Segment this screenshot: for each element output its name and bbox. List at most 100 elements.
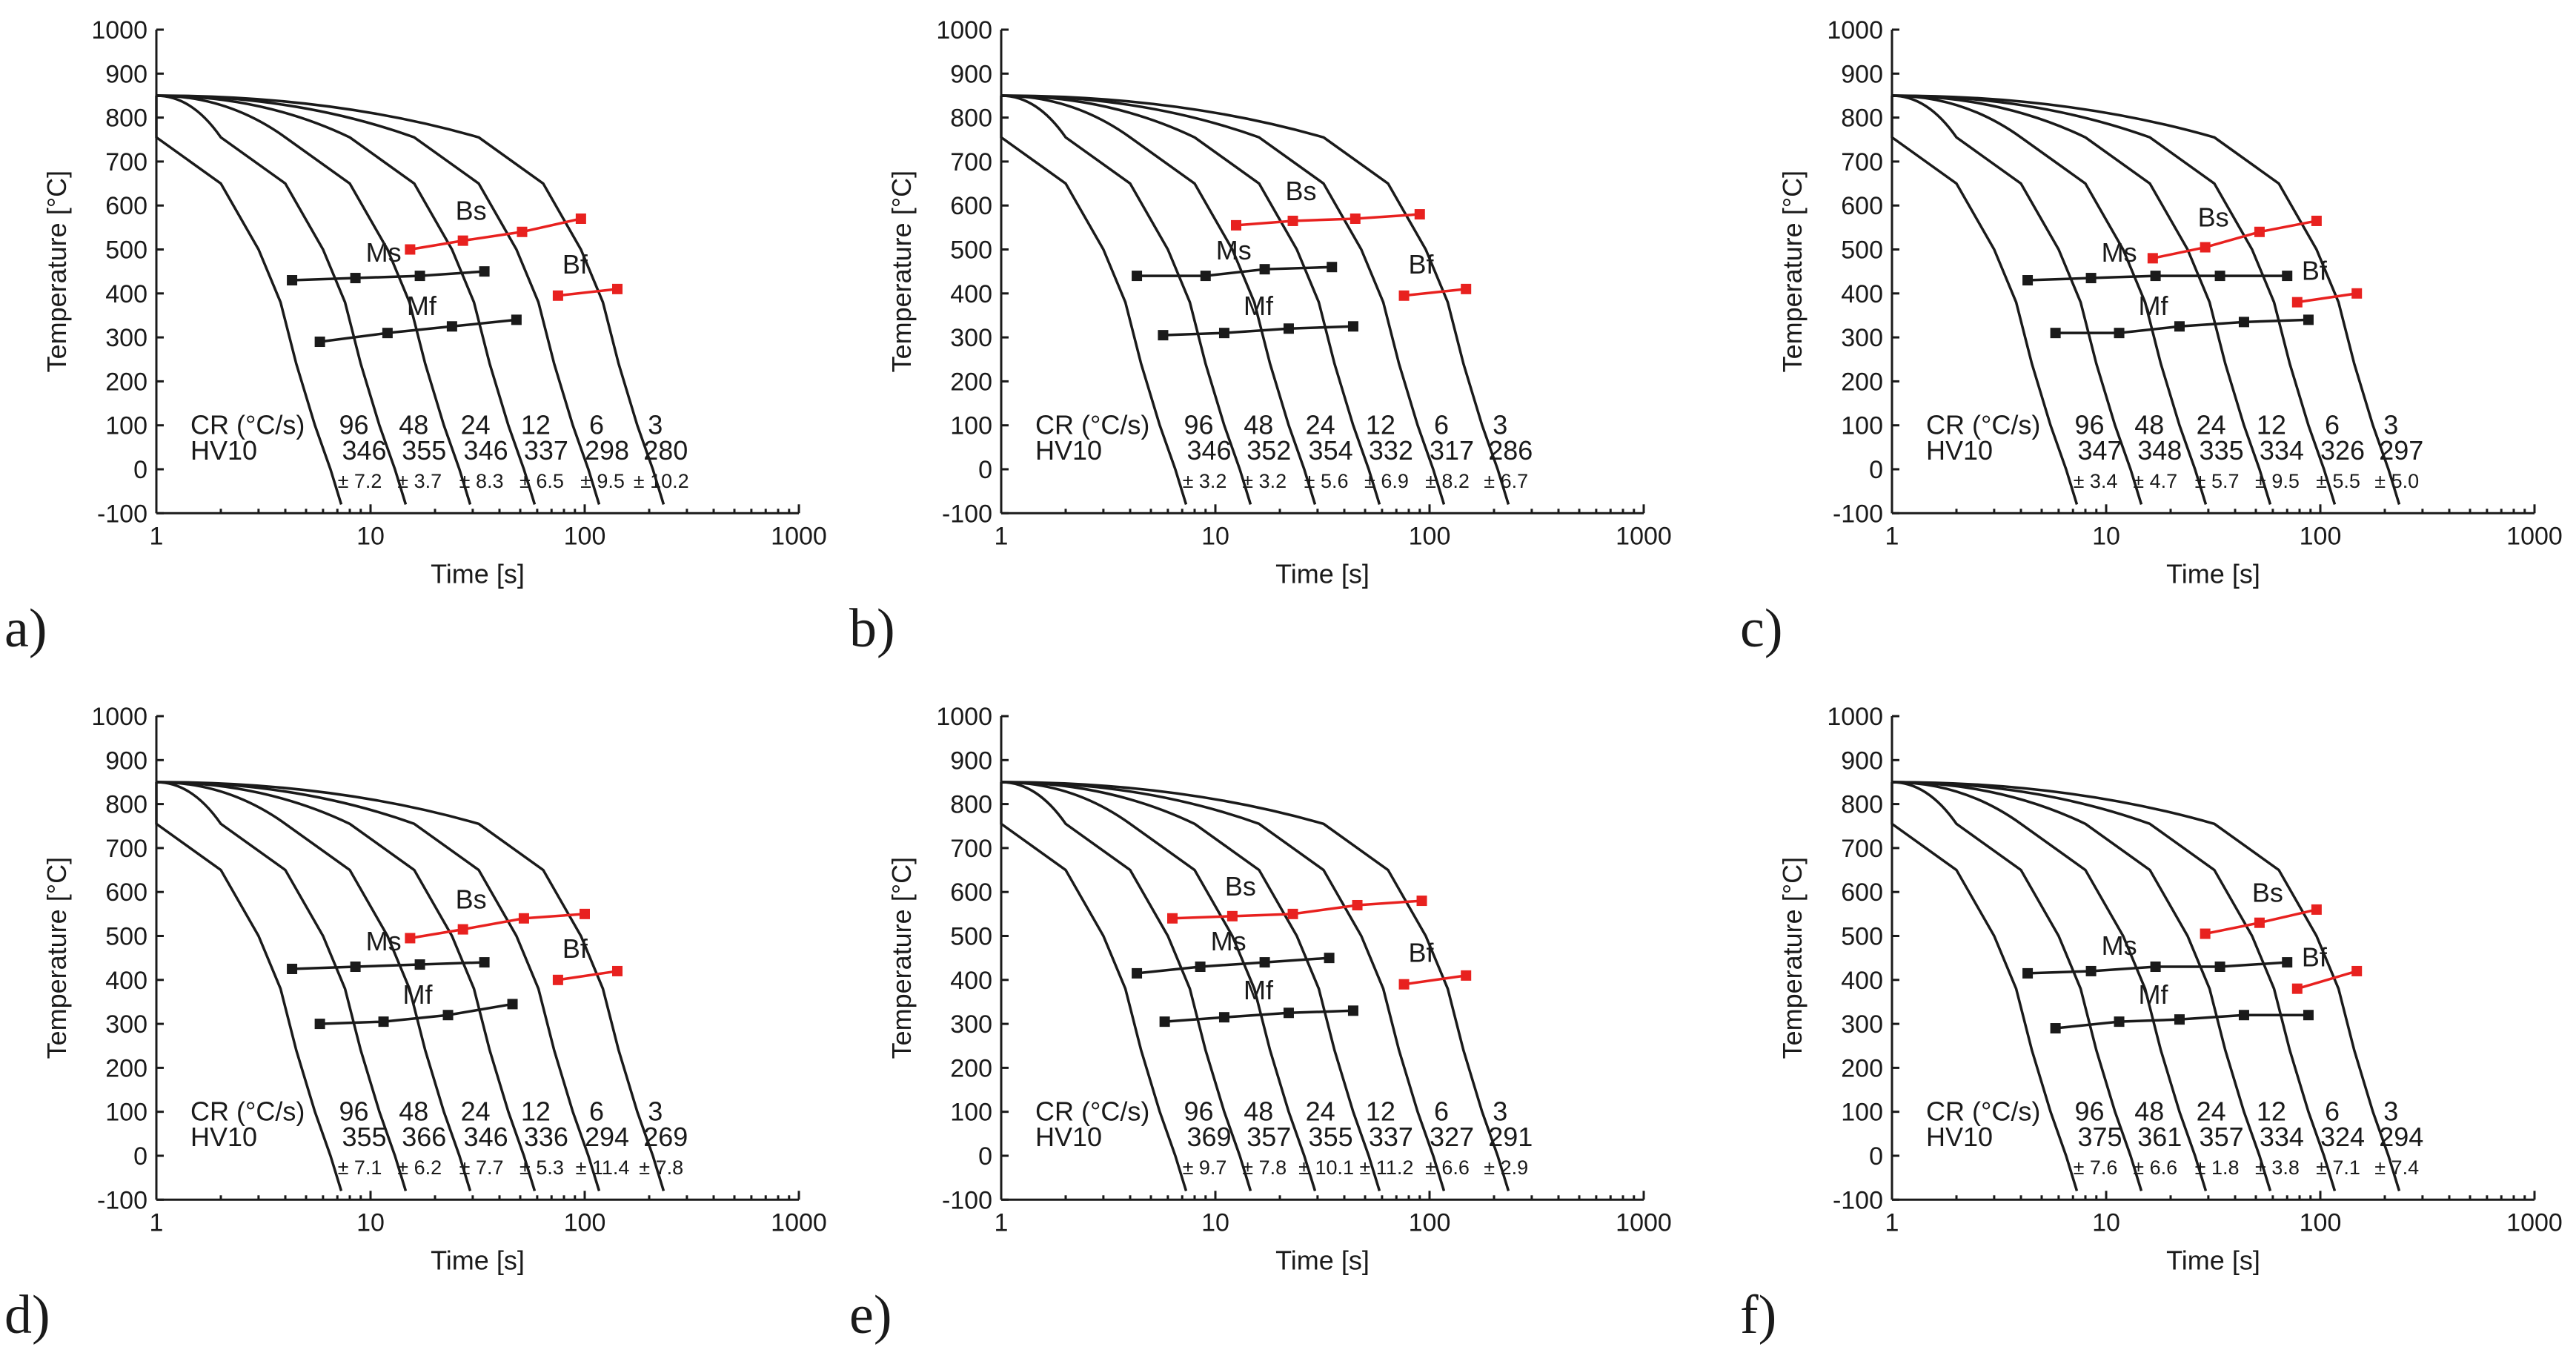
- bs-point: [580, 908, 590, 919]
- y-axis-title: Temperature [°C]: [886, 171, 917, 373]
- cr-value: 24: [1306, 1096, 1335, 1127]
- bs-point: [1226, 910, 1238, 921]
- y-tick-label: 200: [105, 1054, 147, 1082]
- mf-point: [2050, 1023, 2061, 1034]
- bf-point: [1398, 290, 1410, 301]
- x-tick-label: 1: [995, 1208, 1009, 1237]
- bs-line: [410, 913, 585, 940]
- cooling-curve-3: [1891, 94, 2401, 505]
- bs-point: [1416, 896, 1427, 907]
- x-tick-label: 10: [1201, 522, 1229, 550]
- hv10-value: 291: [1488, 1122, 1533, 1152]
- x-axis-title: Time [s]: [1275, 558, 1370, 589]
- mf-point: [507, 999, 518, 1010]
- cooling-curve-96: [1890, 781, 2079, 1191]
- bf-point: [1461, 283, 1472, 294]
- y-tick-label: 200: [950, 368, 992, 396]
- bs-point: [1167, 913, 1178, 924]
- hv10-value: 355: [402, 435, 446, 466]
- y-axis-title: Temperature [°C]: [1777, 171, 1807, 373]
- y-tick-label: 700: [105, 148, 147, 176]
- x-tick-label: 100: [1409, 1208, 1451, 1237]
- cr-value: 12: [1366, 410, 1395, 440]
- hv10-value: 354: [1309, 435, 1353, 466]
- hv10-value: 317: [1430, 435, 1474, 466]
- y-tick-label: 0: [133, 1142, 147, 1171]
- ms-point: [2022, 967, 2034, 979]
- y-tick-label: 400: [1841, 967, 1883, 995]
- bf-point: [552, 290, 563, 301]
- ms-line: [1137, 265, 1332, 277]
- x-axis-title: Time [s]: [2166, 558, 2260, 589]
- ms-point: [1200, 271, 1211, 282]
- ms-point: [2214, 271, 2225, 282]
- y-tick-label: 1000: [936, 16, 992, 44]
- y-tick-label: 400: [105, 967, 147, 995]
- hv10-sd-value: ± 3.7: [397, 470, 442, 492]
- hv10-value: 269: [643, 1122, 688, 1152]
- x-tick-label: 100: [564, 522, 606, 550]
- bf-label: Bf: [2302, 942, 2328, 973]
- cr-value: 48: [1244, 1096, 1273, 1127]
- mf-point: [2050, 328, 2061, 339]
- mf-label: Mf: [1244, 975, 1274, 1005]
- y-tick-label: 600: [105, 192, 147, 220]
- cooling-curve-48: [1000, 781, 1252, 1191]
- ms-line: [292, 961, 485, 970]
- ms-point: [350, 273, 361, 284]
- cr-value: 6: [1434, 410, 1449, 440]
- cr-value: 3: [2383, 1096, 2398, 1127]
- y-tick-label: 900: [950, 60, 992, 88]
- hv10-value: 346: [1186, 435, 1231, 466]
- hv10-sd-value: ± 5.5: [2316, 470, 2360, 492]
- y-tick-label: 200: [105, 368, 147, 396]
- hv10-value: 337: [1369, 1122, 1413, 1152]
- y-tick-label: 900: [105, 60, 147, 88]
- y-tick-label: 700: [1841, 835, 1883, 863]
- hv10-value: 294: [2379, 1122, 2423, 1152]
- bs-point: [2200, 928, 2211, 939]
- cooling-curve-96: [1000, 95, 1188, 505]
- x-tick-label: 1: [1885, 1208, 1899, 1237]
- ms-label: Ms: [1216, 235, 1252, 265]
- ms-point: [2150, 271, 2161, 282]
- y-tick-label: 0: [1869, 456, 1883, 484]
- y-tick-label: 1000: [1827, 16, 1883, 44]
- y-tick-label: 700: [950, 148, 992, 176]
- x-tick-label: 10: [356, 522, 385, 550]
- panel-label: c): [1740, 598, 1783, 659]
- cr-label: CR (°C/s): [190, 1096, 305, 1127]
- y-tick-label: 900: [1841, 60, 1883, 88]
- mf-label: Mf: [403, 979, 434, 1010]
- y-tick-label: 300: [950, 1010, 992, 1039]
- hv10-value: 335: [2200, 435, 2244, 466]
- y-tick-label: 300: [1841, 324, 1883, 352]
- x-tick-label: 10: [2092, 1208, 2120, 1237]
- bs-point: [1287, 215, 1298, 226]
- mf-label: Mf: [1244, 291, 1274, 321]
- x-tick-label: 1: [150, 522, 164, 550]
- bs-point: [457, 235, 468, 246]
- y-tick-label: -100: [97, 1186, 147, 1214]
- mf-point: [1283, 1007, 1294, 1019]
- hv10-sd-value: ± 3.2: [1183, 470, 1227, 492]
- mf-point: [2174, 1014, 2185, 1025]
- y-tick-label: 800: [1841, 105, 1883, 133]
- bs-point: [2311, 215, 2322, 226]
- bf-point: [2351, 288, 2363, 299]
- cooling-curve-48: [1891, 781, 2143, 1191]
- mf-point: [1218, 1012, 1229, 1023]
- y-tick-label: 100: [950, 1099, 992, 1127]
- hv10-sd-value: ± 6.2: [397, 1156, 442, 1179]
- y-tick-label: -100: [942, 1186, 992, 1214]
- ms-point: [2282, 957, 2293, 968]
- y-tick-label: 100: [1841, 1099, 1883, 1127]
- cr-value: 3: [648, 410, 663, 440]
- hv10-sd-value: ± 7.8: [639, 1156, 683, 1179]
- y-tick-label: 500: [950, 236, 992, 265]
- cr-value: 96: [1184, 410, 1214, 440]
- mf-point: [1218, 328, 1229, 339]
- bs-point: [2311, 904, 2322, 915]
- x-axis-title: Time [s]: [431, 1245, 525, 1275]
- mf-point: [2238, 1010, 2249, 1021]
